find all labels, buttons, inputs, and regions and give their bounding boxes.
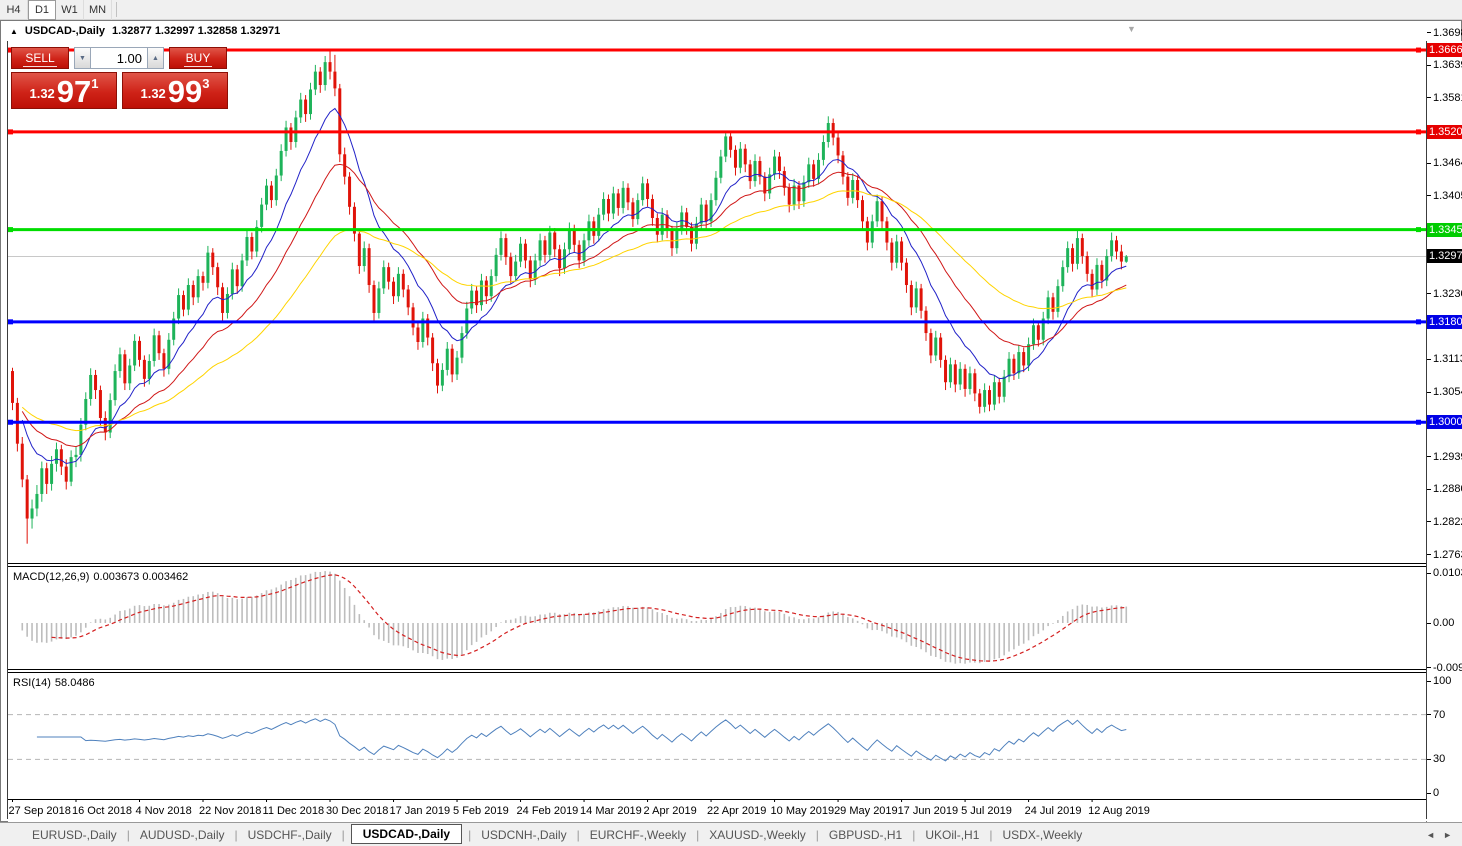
- date-axis-label: 4 Nov 2018: [136, 805, 192, 817]
- panel-separator[interactable]: [7, 563, 1427, 567]
- timeframe-button-h4[interactable]: H4: [0, 0, 28, 20]
- tab-xauusd-weekly[interactable]: XAUUSD-,Weekly: [709, 827, 806, 842]
- chart-shift-marker-icon[interactable]: ▼: [1127, 24, 1136, 34]
- price-axis-tick: 1.27635: [1427, 548, 1462, 562]
- tab-audusd-daily[interactable]: AUDUSD-,Daily: [139, 827, 225, 842]
- tab-separator: |: [576, 827, 580, 842]
- tab-eurusd-daily[interactable]: EURUSD-,Daily: [32, 827, 117, 842]
- tab-separator: |: [989, 827, 993, 842]
- macd-panel-canvas[interactable]: [8, 567, 1426, 669]
- buy-button[interactable]: BUY: [169, 47, 227, 69]
- rsi-axis-tick: 70: [1427, 708, 1445, 722]
- timeframe-button-d1[interactable]: D1: [28, 0, 56, 20]
- rsi-label: RSI(14) 58.0486: [13, 677, 95, 689]
- rsi-axis-tick: 30: [1427, 752, 1445, 766]
- price-axis-tick: 1.36395: [1427, 58, 1462, 72]
- date-axis-label: 27 Sep 2018: [9, 805, 71, 817]
- timeframe-button-mn[interactable]: MN: [84, 0, 112, 20]
- level-price-badge: 1.30004: [1427, 415, 1462, 430]
- tab-separator: |: [912, 827, 916, 842]
- tab-separator: |: [234, 827, 238, 842]
- tab-separator: |: [815, 827, 819, 842]
- volume-decrease-button[interactable]: ▼: [74, 47, 91, 69]
- macd-axis-tick: 0.00: [1427, 616, 1454, 630]
- timeframe-button-w1[interactable]: W1: [56, 0, 84, 20]
- tab-scroll-right-icon[interactable]: ►: [1443, 829, 1452, 840]
- date-axis-label: 12 Aug 2019: [1088, 805, 1150, 817]
- volume-increase-button[interactable]: ▲: [147, 47, 164, 69]
- volume-input[interactable]: [91, 47, 147, 69]
- price-axis-tick: 1.28220: [1427, 515, 1462, 529]
- price-chart-canvas[interactable]: [8, 41, 1426, 563]
- chart-title-row: ▲ USDCAD-,Daily 1.32877 1.32997 1.32858 …: [1, 21, 1461, 41]
- timeframe-toolbar: H4 D1 W1 MN: [0, 0, 1462, 20]
- rsi-axis-tick: 100: [1427, 674, 1451, 688]
- date-axis-label: 22 Nov 2018: [199, 805, 261, 817]
- buy-price-button[interactable]: 1.32 99 3: [122, 72, 228, 109]
- chart-tab-bar: EURUSD-,Daily | AUDUSD-,Daily | USDCHF-,Dail…: [0, 822, 1462, 846]
- date-axis-label: 29 May 2019: [834, 805, 898, 817]
- tab-separator: |: [696, 827, 700, 842]
- tab-eurchf-weekly[interactable]: EURCHF-,Weekly: [589, 827, 687, 842]
- tab-usdx-weekly[interactable]: USDX-,Weekly: [1002, 827, 1083, 842]
- date-axis-label: 24 Jul 2019: [1025, 805, 1082, 817]
- tab-gbpusd-h1[interactable]: GBPUSD-,H1: [828, 827, 903, 842]
- date-axis-label: 14 Mar 2019: [580, 805, 642, 817]
- macd-axis-tick: -0.009203: [1427, 661, 1462, 675]
- level-price-badge: 1.36666: [1427, 43, 1462, 58]
- chart-window: ▲ USDCAD-,Daily 1.32877 1.32997 1.32858 …: [0, 20, 1462, 822]
- price-axis-tick: 1.34055: [1427, 189, 1462, 203]
- date-axis-label: 2 Apr 2019: [644, 805, 697, 817]
- price-axis-tick: 1.36980: [1427, 26, 1462, 40]
- price-axis-tick: 1.35810: [1427, 91, 1462, 105]
- tab-separator: |: [126, 827, 130, 842]
- tab-separator: |: [341, 827, 345, 842]
- date-axis-label: 5 Jul 2019: [961, 805, 1012, 817]
- date-axis-label: 17 Jun 2019: [898, 805, 959, 817]
- volume-stepper: ▼ ▲: [74, 47, 164, 69]
- sell-price-button[interactable]: 1.32 97 1: [11, 72, 117, 109]
- tab-scroll-left-icon[interactable]: ◄: [1426, 829, 1436, 840]
- macd-label: MACD(12,26,9) 0.003673 0.003462: [13, 571, 189, 583]
- date-axis-separator: [7, 799, 1427, 800]
- tab-ukoil-h1[interactable]: UKOil-,H1: [925, 827, 980, 842]
- rsi-panel-canvas[interactable]: [8, 673, 1426, 799]
- date-axis-label: 11 Dec 2018: [263, 805, 325, 817]
- tab-usdcnh-daily[interactable]: USDCNH-,Daily: [481, 827, 567, 842]
- toolbar-group-separator: [116, 2, 117, 17]
- date-axis-label: 17 Jan 2019: [390, 805, 451, 817]
- level-price-badge: 1.33452: [1427, 222, 1462, 237]
- panel-separator[interactable]: [7, 669, 1427, 673]
- price-axis: 1.36980 1.36395 1.35810 1.34640 1.34055 1.323…: [1427, 27, 1462, 822]
- tab-scroll-nav: ◄ ►: [1426, 830, 1462, 840]
- price-axis-tick: 1.32300: [1427, 287, 1462, 301]
- price-axis-tick: 1.28805: [1427, 482, 1462, 496]
- date-axis-label: 5 Feb 2019: [453, 805, 509, 817]
- tab-separator: |: [468, 827, 472, 842]
- tab-usdchf-daily[interactable]: USDCHF-,Daily: [247, 827, 332, 842]
- price-axis-tick: 1.34640: [1427, 156, 1462, 170]
- current-price-badge: 1.32971: [1427, 249, 1462, 264]
- price-axis-tick: 1.31130: [1427, 352, 1462, 366]
- date-axis-label: 30 Dec 2018: [326, 805, 388, 817]
- rsi-axis-tick: 0: [1427, 786, 1439, 800]
- tab-usdcad-daily[interactable]: USDCAD-,Daily: [350, 823, 463, 844]
- collapse-triangle-icon[interactable]: ▲: [10, 26, 18, 36]
- date-axis-label: 10 May 2019: [771, 805, 835, 817]
- date-axis-label: 22 Apr 2019: [707, 805, 766, 817]
- date-axis: 27 Sep 2018 16 Oct 2018 4 Nov 2018 22 Nov 2…: [8, 799, 1426, 822]
- sell-button[interactable]: SELL: [11, 47, 69, 69]
- price-axis-tick: 1.29390: [1427, 450, 1462, 464]
- price-axis-tick: 1.30545: [1427, 385, 1462, 399]
- date-axis-label: 16 Oct 2018: [72, 805, 132, 817]
- chart-ohlc-readout: 1.32877 1.32997 1.32858 1.32971: [112, 25, 281, 37]
- date-axis-label: 24 Feb 2019: [517, 805, 579, 817]
- chart-symbol-title: USDCAD-,Daily: [24, 25, 105, 37]
- macd-axis-tick: 0.010311: [1427, 566, 1462, 580]
